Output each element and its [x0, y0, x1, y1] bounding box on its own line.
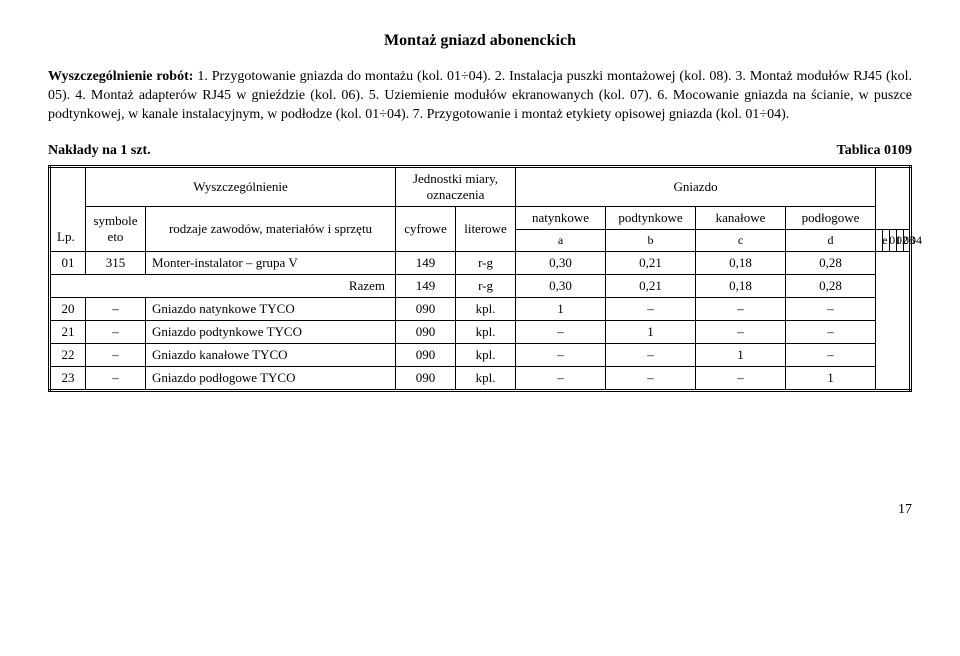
- cell-v3: –: [696, 366, 786, 390]
- cell-lp: 20: [50, 297, 86, 320]
- cell-name: Gniazdo podtynkowe TYCO: [146, 320, 396, 343]
- hdr-kanalowe: kanałowe: [696, 206, 786, 229]
- main-table: Lp. Wyszczególnienie Jednostki miary, oz…: [48, 165, 912, 392]
- cell-lp: 01: [50, 251, 86, 274]
- cell-cyf: 149: [396, 251, 456, 274]
- cell-v2: 1: [606, 320, 696, 343]
- cell-sym: –: [86, 297, 146, 320]
- cell-cyf: 090: [396, 297, 456, 320]
- col-e: e: [876, 229, 883, 251]
- cell-v1: 0,30: [516, 274, 606, 297]
- cell-cyf: 090: [396, 366, 456, 390]
- cell-lit: kpl.: [456, 366, 516, 390]
- hdr-rodzaje: rodzaje zawodów, materiałów i sprzętu: [146, 206, 396, 251]
- cell-v3: 1: [696, 343, 786, 366]
- table-row: 22 – Gniazdo kanałowe TYCO 090 kpl. – – …: [50, 343, 911, 366]
- cell-v4: 0,28: [786, 251, 876, 274]
- cell-lit: kpl.: [456, 320, 516, 343]
- hdr-jm: Jednostki miary, oznaczenia: [396, 166, 516, 206]
- col-c: c: [696, 229, 786, 251]
- cell-v3: –: [696, 297, 786, 320]
- cell-v2: –: [606, 343, 696, 366]
- cell-name: Monter-instalator – grupa V: [146, 251, 396, 274]
- cell-lp: 22: [50, 343, 86, 366]
- table-row: 01 315 Monter-instalator – grupa V 149 r…: [50, 251, 911, 274]
- cell-name: Gniazdo kanałowe TYCO: [146, 343, 396, 366]
- col-b: b: [606, 229, 696, 251]
- hdr-lp: Lp.: [50, 166, 86, 251]
- cell-v3: 0,18: [696, 274, 786, 297]
- cell-cyf: 090: [396, 343, 456, 366]
- table-head: Lp. Wyszczególnienie Jednostki miary, oz…: [50, 166, 911, 251]
- cell-sym: –: [86, 366, 146, 390]
- cell-lit: kpl.: [456, 343, 516, 366]
- desc-bold: Wyszczególnienie robót:: [48, 69, 193, 84]
- cell-lit: r-g: [456, 274, 516, 297]
- cell-cyf: 090: [396, 320, 456, 343]
- cell-lp: 23: [50, 366, 86, 390]
- table-row: 23 – Gniazdo podłogowe TYCO 090 kpl. – –…: [50, 366, 911, 390]
- naklady-label: Nakłady na 1 szt.: [48, 143, 151, 159]
- cell-v4: –: [786, 297, 876, 320]
- cell-v1: 1: [516, 297, 606, 320]
- table-row: 21 – Gniazdo podtynkowe TYCO 090 kpl. – …: [50, 320, 911, 343]
- cell-v2: –: [606, 297, 696, 320]
- cell-cyf: 149: [396, 274, 456, 297]
- cell-lp: 21: [50, 320, 86, 343]
- cell-name: Gniazdo natynkowe TYCO: [146, 297, 396, 320]
- table-body: 01 315 Monter-instalator – grupa V 149 r…: [50, 251, 911, 390]
- cell-lit: r-g: [456, 251, 516, 274]
- tablica-label: Tablica 0109: [837, 143, 912, 159]
- cell-lit: kpl.: [456, 297, 516, 320]
- hdr-podlogowe: podłogowe: [786, 206, 876, 229]
- cell-v4: 0,28: [786, 274, 876, 297]
- cell-v3: –: [696, 320, 786, 343]
- cell-v1: –: [516, 366, 606, 390]
- hdr-podtynkowe: podtynkowe: [606, 206, 696, 229]
- hdr-literowe: literowe: [456, 206, 516, 251]
- cell-v1: 0,30: [516, 251, 606, 274]
- table-row: 20 – Gniazdo natynkowe TYCO 090 kpl. 1 –…: [50, 297, 911, 320]
- description-paragraph: Wyszczególnienie robót: 1. Przygotowanie…: [48, 68, 912, 125]
- hdr-wys: Wyszczególnienie: [86, 166, 396, 206]
- razem-label: Razem: [50, 274, 396, 297]
- page-number: 17: [48, 502, 912, 518]
- cell-sym: 315: [86, 251, 146, 274]
- cell-v4: –: [786, 343, 876, 366]
- hdr-cyfrowe: cyfrowe: [396, 206, 456, 251]
- naklady-header-row: Nakłady na 1 szt. Tablica 0109: [48, 143, 912, 159]
- page-title: Montaż gniazd abonenckich: [48, 32, 912, 50]
- hdr-gniazdo: Gniazdo: [516, 166, 876, 206]
- col-a: a: [516, 229, 606, 251]
- cell-v1: –: [516, 343, 606, 366]
- cell-v1: –: [516, 320, 606, 343]
- col-d: d: [786, 229, 876, 251]
- hdr-natynkowe: natynkowe: [516, 206, 606, 229]
- cell-v4: –: [786, 320, 876, 343]
- cell-v4: 1: [786, 366, 876, 390]
- cell-name: Gniazdo podłogowe TYCO: [146, 366, 396, 390]
- hdr-symbole: symbole eto: [86, 206, 146, 251]
- cell-sym: –: [86, 343, 146, 366]
- table-row: Razem 149 r-g 0,30 0,21 0,18 0,28: [50, 274, 911, 297]
- cell-v3: 0,18: [696, 251, 786, 274]
- cell-v2: 0,21: [606, 274, 696, 297]
- cell-v2: –: [606, 366, 696, 390]
- cell-v2: 0,21: [606, 251, 696, 274]
- cell-sym: –: [86, 320, 146, 343]
